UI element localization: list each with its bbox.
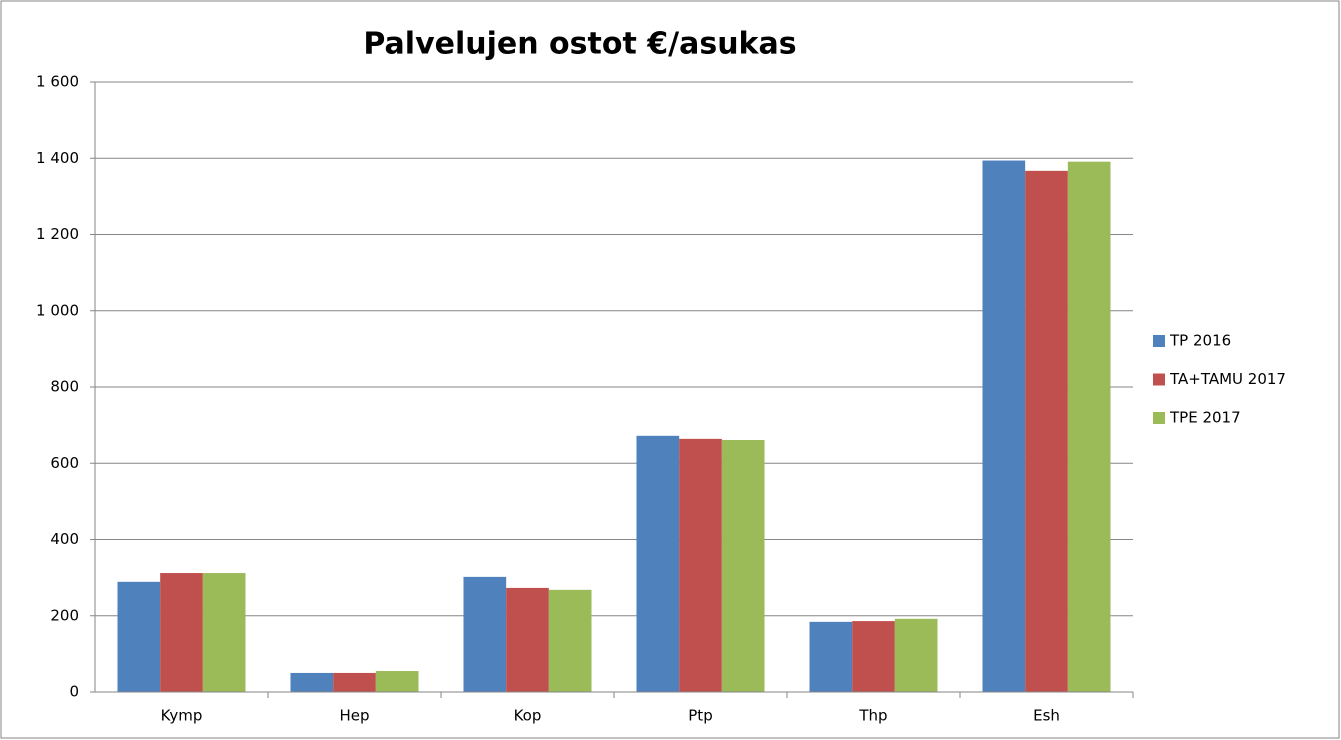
bar: [1025, 170, 1068, 693]
bar: [894, 618, 938, 692]
y-tick-label: 200: [50, 606, 79, 624]
legend-swatch: [1153, 335, 1165, 347]
y-tick-label: 1 000: [36, 301, 79, 319]
y-tick-label: 1 600: [36, 73, 79, 91]
bar: [809, 621, 853, 692]
y-tick-label: 600: [50, 454, 79, 472]
bar: [290, 672, 334, 692]
y-tick-label: 1 400: [36, 149, 79, 167]
bar: [333, 672, 376, 692]
bar: [982, 160, 1026, 693]
bar: [117, 581, 161, 692]
bar: [636, 435, 680, 692]
legend-label: TPE 2017: [1169, 409, 1241, 427]
legend-label: TA+TAMU 2017: [1169, 370, 1286, 388]
x-tick-label: Esh: [1033, 707, 1060, 725]
x-tick-label: Kop: [514, 707, 542, 725]
x-tick-label: Kymp: [161, 707, 203, 725]
x-tick-label: Hep: [339, 707, 369, 725]
bar: [548, 589, 592, 692]
y-tick-label: 400: [50, 530, 79, 548]
legend-swatch: [1153, 373, 1165, 386]
x-tick-label: Ptp: [688, 707, 712, 725]
y-tick-label: 800: [50, 378, 79, 396]
y-tick-label: 1 200: [36, 225, 79, 243]
bar: [679, 438, 722, 692]
bar: [1067, 161, 1111, 692]
bar: [375, 671, 419, 692]
bar: [463, 576, 507, 692]
bar: [721, 439, 765, 692]
bar: [506, 587, 549, 692]
legend-label: TP 2016: [1169, 332, 1231, 350]
x-tick-label: Thp: [858, 707, 887, 725]
bar: [160, 573, 203, 692]
bar: [852, 621, 895, 692]
chart-title: Palvelujen ostot €/asukas: [363, 27, 796, 62]
legend-swatch: [1153, 412, 1165, 424]
y-tick-label: 0: [69, 683, 79, 701]
bar: [202, 573, 246, 692]
